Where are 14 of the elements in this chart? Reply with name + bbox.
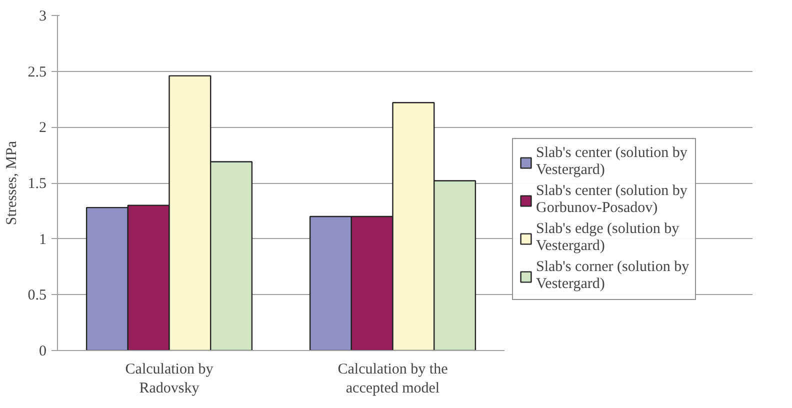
y-tick-label: 1.5 (28, 176, 46, 192)
y-tick-label: 2 (39, 120, 46, 136)
y-tick-label: 1 (39, 232, 46, 248)
y-tick-label: 0.5 (28, 288, 46, 304)
legend-label: Slab's center (solution by Gorbunov-Posadov) (536, 183, 688, 217)
legend-label: Slab's corner (solution by Vestergard) (536, 259, 690, 293)
legend-label: Slab's edge (solution by Vestergard) (536, 221, 680, 255)
y-axis-title: Stresses, MPa (4, 140, 20, 226)
y-tick-label: 2.5 (28, 64, 46, 80)
x-tick-label: Calculation by Radovsky (125, 362, 214, 397)
y-tick-label: 0 (39, 344, 46, 360)
x-tick-label: Calculation by the accepted model (338, 362, 448, 397)
y-tick-label: 3 (39, 8, 46, 24)
legend-label: Slab's center (solution by Vestergard) (536, 145, 688, 179)
